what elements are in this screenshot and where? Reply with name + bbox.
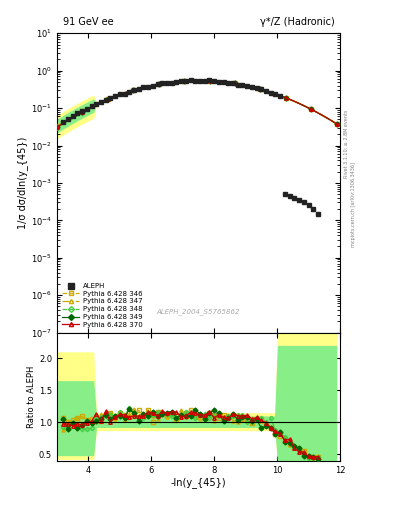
Text: 91 GeV ee: 91 GeV ee [62,17,113,27]
X-axis label: -ln(y_{45}): -ln(y_{45}) [171,477,226,488]
Y-axis label: 1/σ dσ/dln(y_{45}): 1/σ dσ/dln(y_{45}) [17,137,28,229]
Text: mcplots.cern.ch [arXiv:1306.3436]: mcplots.cern.ch [arXiv:1306.3436] [351,162,356,247]
Legend: ALEPH, Pythia 6.428 346, Pythia 6.428 347, Pythia 6.428 348, Pythia 6.428 349, P: ALEPH, Pythia 6.428 346, Pythia 6.428 34… [61,282,144,329]
Text: Rivet 3.1.10; ≥ 2.8M events: Rivet 3.1.10; ≥ 2.8M events [343,109,348,178]
Text: γ*/Z (Hadronic): γ*/Z (Hadronic) [259,17,334,27]
Y-axis label: Ratio to ALEPH: Ratio to ALEPH [27,366,36,428]
Text: ALEPH_2004_S5765862: ALEPH_2004_S5765862 [157,308,240,314]
